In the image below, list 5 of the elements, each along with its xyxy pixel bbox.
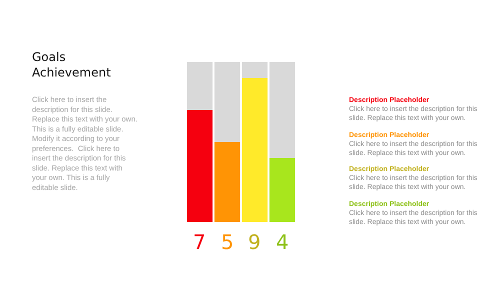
text: Goals Achievement — [32, 50, 112, 80]
data-label: 5 — [221, 230, 234, 254]
data-label: 9 — [248, 230, 261, 254]
data-label: 7 — [193, 230, 206, 254]
data-label: 4 — [276, 230, 289, 254]
